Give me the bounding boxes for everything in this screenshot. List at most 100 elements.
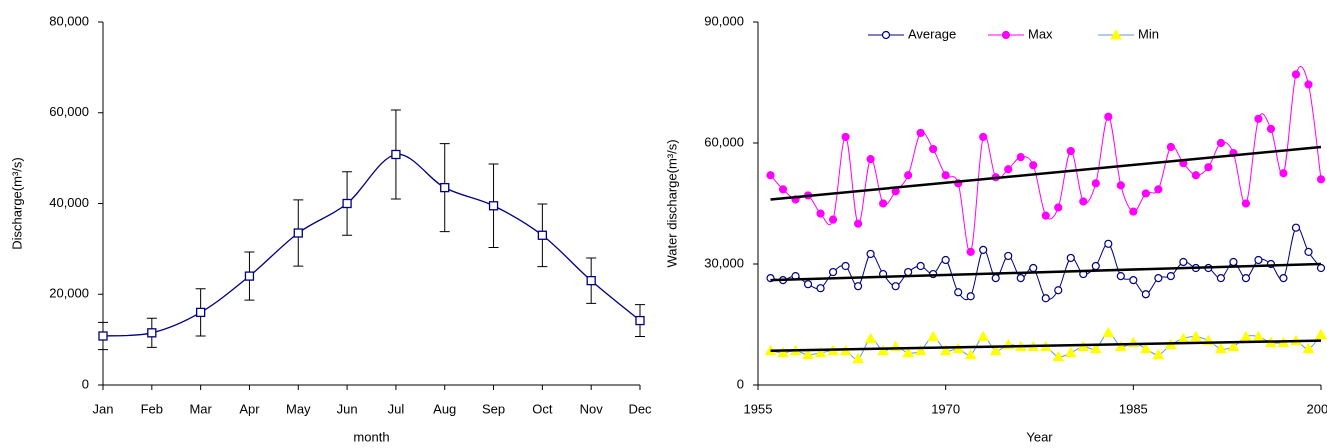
data-line [770, 226, 1322, 301]
marker [916, 261, 925, 271]
marker [1316, 263, 1326, 273]
legend-label: Average [908, 26, 956, 41]
marker [866, 249, 875, 259]
marker [977, 330, 990, 342]
x-tick-label: Feb [141, 401, 163, 416]
marker [1129, 207, 1138, 216]
marker [816, 284, 825, 293]
marker [1291, 223, 1301, 232]
marker [929, 144, 938, 154]
marker [1041, 294, 1050, 303]
marker [244, 271, 255, 281]
marker [1166, 142, 1175, 152]
marker [1139, 342, 1152, 354]
marker [979, 245, 988, 254]
marker [828, 267, 838, 277]
marker [147, 328, 157, 338]
marker [902, 346, 914, 358]
marker [916, 128, 925, 138]
y-tick-label: 0 [737, 376, 744, 391]
y-tick-label: 60,000 [704, 134, 744, 149]
marker [98, 331, 108, 341]
marker [778, 185, 788, 194]
marker [914, 344, 927, 356]
marker [1141, 290, 1150, 299]
marker [1241, 274, 1251, 283]
marker [1029, 263, 1038, 273]
marker [853, 219, 863, 228]
marker [1079, 197, 1088, 206]
marker [966, 247, 975, 256]
marker [1154, 274, 1163, 283]
y-tick-label: 20,000 [49, 286, 89, 301]
marker [814, 346, 827, 358]
marker [1054, 203, 1063, 212]
y-tick-label: 40,000 [49, 195, 89, 210]
marker [342, 198, 352, 209]
marker [1054, 286, 1063, 295]
marker [1304, 247, 1313, 256]
marker [1066, 146, 1075, 156]
marker [1004, 251, 1013, 261]
x-tick-label: Mar [189, 401, 212, 416]
marker [1102, 326, 1115, 338]
marker [1266, 124, 1276, 133]
marker [991, 274, 1000, 283]
x-tick-label: May [286, 401, 311, 416]
marker [803, 280, 813, 289]
marker [852, 352, 864, 364]
marker [1116, 272, 1125, 281]
marker [828, 215, 838, 224]
y-tick-label: 60,000 [49, 104, 89, 119]
marker [1152, 348, 1165, 360]
marker [1004, 165, 1013, 174]
marker [964, 348, 977, 360]
marker [1091, 261, 1100, 271]
marker [1304, 80, 1313, 89]
marker [1064, 346, 1077, 358]
legend-label: Min [1138, 26, 1159, 41]
y-tick-label: 30,000 [704, 255, 744, 270]
marker [1091, 179, 1100, 188]
marker [941, 255, 950, 265]
marker [1241, 199, 1251, 208]
trend-line [770, 145, 1322, 201]
marker [1279, 169, 1288, 178]
marker [537, 230, 548, 240]
marker [904, 267, 913, 277]
x-tick-label: 1955 [744, 401, 773, 416]
marker [879, 199, 888, 208]
x-axis-title: month [353, 429, 389, 444]
x-tick-label: 1970 [931, 401, 960, 416]
marker [1316, 175, 1326, 184]
marker [635, 315, 645, 326]
marker [1254, 114, 1263, 123]
marker [891, 282, 900, 291]
marker [1066, 253, 1075, 263]
x-tick-label: Jul [388, 401, 405, 416]
legend-label: Max [1028, 26, 1053, 41]
marker [1227, 340, 1240, 352]
marker [1089, 342, 1102, 354]
marker [966, 292, 975, 301]
y-axis-title: Water discharge(m³/s) [664, 139, 679, 267]
y-axis-title: Discharge(m³/s) [9, 157, 24, 249]
trend-line [770, 339, 1322, 352]
marker [1154, 185, 1163, 194]
data-line [102, 153, 641, 337]
marker [1116, 181, 1125, 190]
marker [853, 282, 863, 291]
marker [1104, 112, 1113, 121]
x-axis-title: Year [1026, 429, 1053, 444]
marker [1279, 274, 1288, 283]
marker [1204, 163, 1213, 172]
x-tick-label: Sep [482, 401, 505, 416]
marker [1129, 276, 1138, 285]
marker [941, 171, 950, 180]
marker [195, 307, 206, 318]
marker [1104, 239, 1113, 248]
x-tick-label: Oct [532, 401, 553, 416]
x-tick-label: Dec [628, 401, 652, 416]
marker [1216, 274, 1226, 283]
marker [1016, 274, 1025, 283]
